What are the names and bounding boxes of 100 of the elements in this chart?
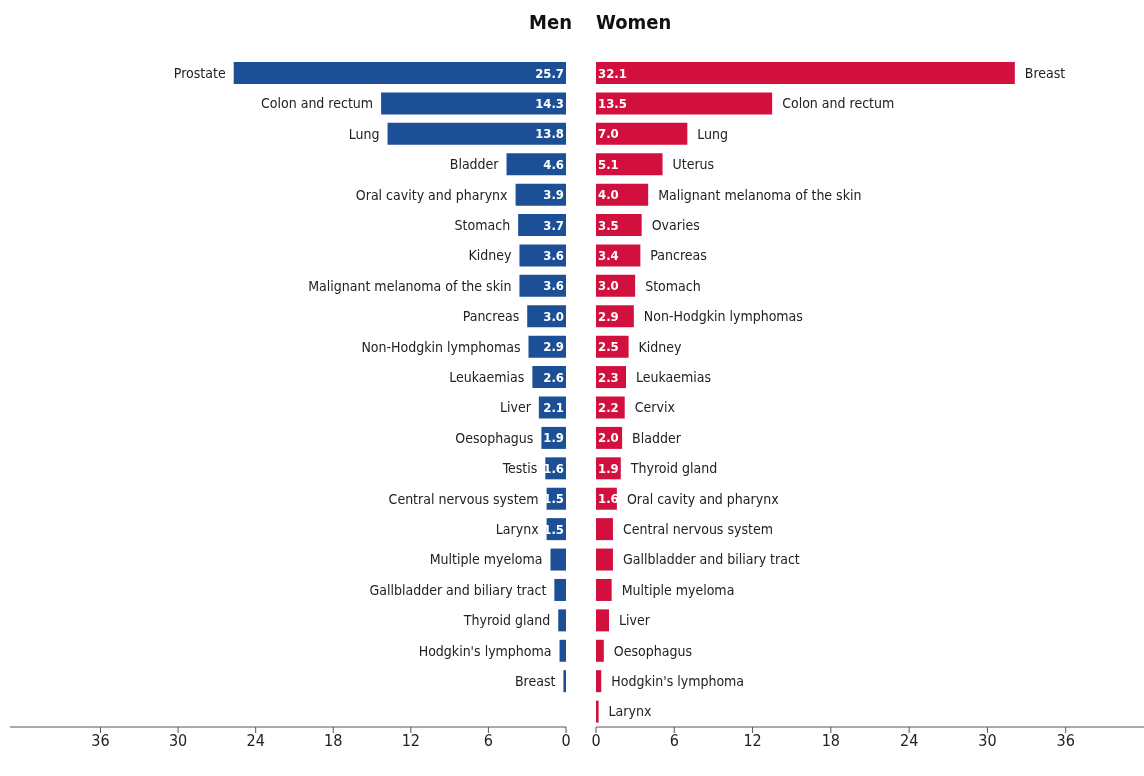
x-tick-label: 18 [821, 731, 841, 751]
y-tick-label: Multiple myeloma [621, 581, 735, 598]
data-label: 25.7 [535, 65, 564, 81]
bar [596, 153, 663, 176]
data-label: 4.0 [598, 187, 619, 203]
bar [596, 214, 642, 237]
bar [596, 183, 649, 206]
y-tick-label: Larynx [608, 703, 652, 720]
data-label: 1.9 [543, 430, 564, 446]
x-tick-label: 30 [978, 731, 997, 751]
bar [596, 670, 602, 693]
data-label: 3.7 [543, 217, 564, 233]
data-label: 32.1 [598, 65, 627, 81]
y-tick-label: Multiple myeloma [429, 551, 543, 568]
chart-title: Women [596, 10, 672, 34]
data-label: 2.5 [598, 339, 619, 355]
bar [387, 122, 566, 145]
x-tick-label: 24 [246, 731, 265, 751]
y-tick-label: Testis [501, 460, 538, 477]
y-tick-label: Pancreas [462, 308, 520, 325]
x-tick-label: 36 [1056, 731, 1075, 751]
chart-title: Men [529, 10, 572, 34]
y-tick-label: Breast [514, 673, 556, 690]
data-label: 2.9 [543, 339, 564, 355]
y-tick-label: Leukaemias [449, 369, 525, 385]
bar [381, 92, 566, 115]
data-label: 4.6 [543, 156, 564, 172]
bar [596, 609, 610, 632]
data-label: 1.6 [543, 460, 564, 476]
y-tick-label: Prostate [173, 64, 226, 81]
bar [596, 92, 773, 115]
data-label: 7.0 [598, 126, 619, 142]
x-tick-label: 0 [591, 731, 601, 751]
y-tick-label: Thyroid gland [629, 460, 718, 477]
bar [596, 639, 604, 662]
y-tick-label: Gallbladder and biliary tract [369, 581, 547, 598]
bar [558, 609, 566, 632]
y-tick-label: Central nervous system [622, 521, 773, 538]
data-label: 3.6 [543, 248, 564, 264]
bar [506, 153, 566, 176]
bar [563, 670, 566, 693]
y-tick-label: Hodgkin's lymphoma [611, 673, 745, 690]
data-label: 3.5 [598, 217, 619, 233]
bar [519, 244, 566, 267]
y-tick-label: Kidney [468, 247, 512, 264]
bar [596, 700, 599, 723]
x-tick-label: 36 [91, 731, 110, 751]
bar [596, 578, 612, 601]
y-tick-label: Pancreas [650, 247, 707, 264]
y-tick-label: Lung [348, 125, 380, 142]
data-label: 3.9 [543, 187, 564, 203]
x-tick-label: 12 [743, 731, 762, 751]
x-tick-label: 0 [561, 731, 571, 751]
data-label: 3.0 [598, 278, 619, 294]
data-label: 2.0 [598, 430, 619, 446]
y-tick-label: Oral cavity and pharynx [355, 186, 509, 203]
y-tick-label: Liver [619, 612, 651, 629]
y-tick-label: Non-Hodgkin lymphomas [643, 308, 803, 325]
y-tick-label: Thyroid gland [462, 612, 551, 629]
y-tick-label: Colon and rectum [260, 95, 374, 112]
y-tick-label: Kidney [638, 338, 683, 355]
y-tick-label: Gallbladder and biliary tract [622, 551, 800, 568]
x-tick-label: 6 [669, 731, 679, 751]
data-label: 13.5 [598, 95, 627, 111]
x-tick-label: 6 [483, 731, 493, 751]
x-tick-label: 12 [401, 731, 420, 751]
x-tick-label: 18 [324, 731, 343, 751]
bar [596, 518, 613, 541]
data-label: 5.1 [598, 156, 619, 172]
y-tick-label: Malignant melanoma of the skin [658, 186, 862, 203]
bar [596, 122, 688, 145]
data-label: 13.8 [535, 126, 564, 142]
y-tick-label: Leukaemias [636, 368, 712, 385]
bar [554, 578, 566, 601]
data-label: 2.1 [543, 400, 564, 416]
data-label: 1.9 [598, 460, 619, 476]
y-tick-label: Malignant melanoma of the skin [308, 277, 512, 294]
y-tick-label: Oral cavity and pharynx [626, 490, 780, 507]
y-tick-label: Breast [1024, 64, 1066, 81]
y-tick-label: Stomach [645, 277, 701, 294]
bar [596, 548, 613, 571]
y-tick-label: Hodgkin's lymphoma [418, 642, 552, 659]
y-tick-label: Central nervous system [388, 490, 539, 507]
y-tick-label: Oesophagus [455, 429, 534, 446]
bar [550, 548, 566, 571]
y-tick-label: Uterus [672, 156, 715, 173]
y-tick-label: Bladder [632, 429, 682, 446]
x-tick-label: 30 [168, 731, 188, 751]
bar [519, 274, 566, 297]
y-tick-label: Oesophagus [613, 642, 693, 659]
data-label: 2.2 [598, 400, 619, 416]
y-tick-label: Larynx [495, 521, 540, 538]
data-label: 3.0 [543, 308, 564, 324]
y-tick-label: Liver [499, 399, 532, 416]
data-label: 2.9 [598, 308, 619, 324]
x-tick-label: 24 [899, 731, 919, 751]
y-tick-label: Cervix [634, 399, 676, 416]
bar [233, 62, 566, 84]
data-label: 2.3 [598, 369, 619, 385]
y-tick-label: Stomach [454, 216, 511, 233]
